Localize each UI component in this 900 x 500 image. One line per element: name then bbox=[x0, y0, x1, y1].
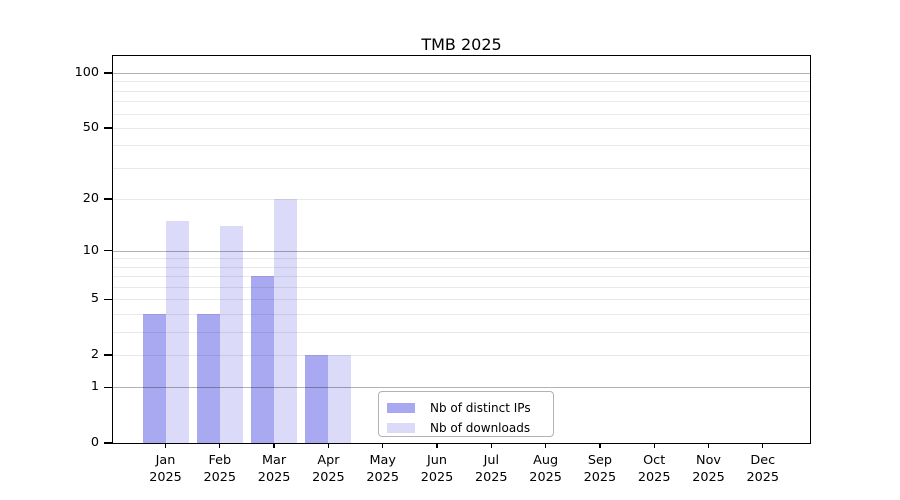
bar-distinct-ips-apr bbox=[305, 354, 329, 443]
legend-item-downloads: Nb of downloads bbox=[387, 418, 553, 438]
bar-downloads-feb bbox=[219, 225, 243, 443]
legend-label-downloads: Nb of downloads bbox=[430, 421, 531, 435]
gridline-minor-30 bbox=[113, 167, 810, 169]
gridline-minor-70 bbox=[113, 101, 810, 103]
x-tick-mark-sep bbox=[599, 443, 601, 448]
x-tick-mark-aug bbox=[544, 443, 547, 448]
legend-swatch-downloads-icon bbox=[387, 423, 415, 433]
y-tick-mark-100 bbox=[104, 72, 112, 74]
gridline-minor-2 bbox=[113, 354, 810, 356]
legend-item-distinct-ips: Nb of distinct IPs bbox=[387, 398, 553, 418]
x-tick-mark-nov bbox=[707, 443, 710, 448]
gridline-minor-90 bbox=[113, 81, 810, 83]
x-tick-label-feb: Feb 2025 bbox=[203, 453, 237, 485]
y-tick-label-5: 5 bbox=[90, 291, 99, 307]
x-tick-label-mar: Mar 2025 bbox=[257, 453, 291, 485]
gridline-major-100 bbox=[113, 73, 810, 75]
x-tick-label-apr: Apr 2025 bbox=[312, 453, 345, 485]
x-tick-label-aug: Aug 2025 bbox=[529, 453, 562, 485]
x-tick-label-sep: Sep 2025 bbox=[583, 453, 617, 485]
gridline-major-10 bbox=[113, 250, 810, 252]
bar-distinct-ips-jan bbox=[142, 314, 166, 443]
y-tick-label-2: 2 bbox=[90, 346, 99, 362]
gridline-minor-60 bbox=[113, 113, 810, 115]
x-tick-label-may: May 2025 bbox=[366, 453, 399, 485]
y-tick-mark-50 bbox=[104, 127, 112, 129]
y-tick-label-1: 1 bbox=[90, 379, 99, 395]
x-tick-mark-dec bbox=[762, 443, 764, 448]
x-tick-label-jun: Jun 2025 bbox=[420, 453, 454, 485]
y-tick-label-0: 0 bbox=[90, 435, 99, 450]
x-tick-label-jul: Jul 2025 bbox=[475, 453, 508, 485]
x-tick-label-oct: Oct 2025 bbox=[637, 453, 671, 485]
gridline-minor-4 bbox=[113, 314, 810, 315]
y-tick-mark-2 bbox=[104, 354, 112, 356]
x-tick-mark-feb bbox=[219, 443, 221, 448]
y-tick-mark-1 bbox=[104, 386, 112, 389]
plot-area: 0 1 2 5 10 20 50 100 Jan 2025 Feb 2025 Mar 2025 Apr 202… bbox=[75, 55, 811, 485]
x-tick-mark-jul bbox=[490, 443, 492, 448]
gridline-minor-80 bbox=[113, 90, 810, 92]
y-tick-mark-10 bbox=[104, 250, 112, 252]
legend: Nb of distinct IPs Nb of downloads bbox=[378, 391, 554, 437]
x-tick-label-nov: Nov 2025 bbox=[692, 453, 725, 485]
gridline-minor-3 bbox=[113, 331, 810, 333]
y-tick-label-10: 10 bbox=[82, 242, 99, 258]
gridline-minor-8 bbox=[113, 266, 810, 268]
gridline-minor-20 bbox=[113, 198, 810, 200]
gridline-minor-6 bbox=[113, 287, 810, 289]
x-tick-mark-jun bbox=[436, 443, 438, 448]
y-tick-mark-0 bbox=[104, 442, 112, 444]
chart-title: TMB 2025 bbox=[421, 35, 502, 54]
x-tick-mark-jan bbox=[164, 443, 167, 448]
gridline-minor-50 bbox=[113, 127, 810, 129]
x-tick-mark-apr bbox=[327, 443, 330, 448]
y-tick-label-50: 50 bbox=[82, 119, 99, 135]
gridline-minor-7 bbox=[113, 276, 810, 278]
x-tick-label-dec: Dec 2025 bbox=[746, 453, 780, 485]
bar-downloads-apr bbox=[328, 354, 352, 443]
x-tick-label-jan: Jan 2025 bbox=[149, 453, 182, 485]
legend-label-distinct-ips: Nb of distinct IPs bbox=[430, 401, 531, 415]
x-tick-mark-mar bbox=[273, 443, 275, 448]
x-tick-mark-may bbox=[382, 443, 384, 448]
bar-downloads-jan bbox=[165, 220, 189, 443]
y-tick-mark-5 bbox=[104, 298, 112, 301]
legend-swatch-distinct-ips-icon bbox=[387, 403, 415, 413]
gridline-minor-9 bbox=[113, 258, 810, 260]
y-tick-label-20: 20 bbox=[82, 190, 99, 206]
bar-distinct-ips-mar bbox=[251, 276, 275, 443]
bar-distinct-ips-feb bbox=[196, 314, 220, 443]
gridline-major-1 bbox=[113, 387, 810, 389]
x-tick-mark-oct bbox=[653, 443, 655, 448]
gridline-minor-40 bbox=[113, 145, 810, 147]
gridline-minor-5 bbox=[113, 299, 810, 301]
y-tick-mark-20 bbox=[104, 198, 112, 200]
y-tick-label-100: 100 bbox=[74, 65, 99, 81]
bar-downloads-mar bbox=[274, 198, 298, 443]
